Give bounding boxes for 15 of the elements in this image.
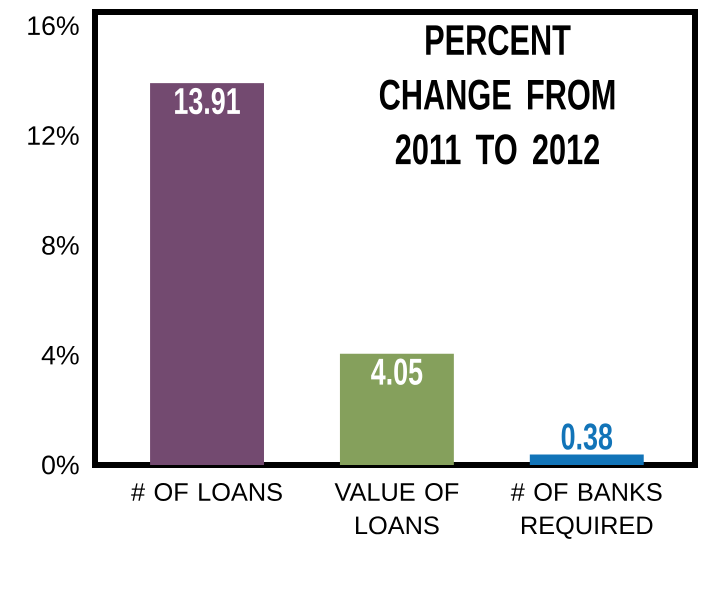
text: PERCENT CHANGE FROM 2011 TO 2012 [380, 24, 614, 164]
bar [530, 454, 644, 465]
y-tick-label: 16% [28, 16, 79, 36]
data-label: 13.91 [175, 88, 240, 114]
data-label: 4.05 [371, 358, 422, 385]
bar [340, 354, 454, 465]
y-tick-label: 8% [42, 236, 79, 255]
y-tick-label: 0% [42, 456, 79, 474]
data-label: 0.38 [562, 423, 612, 450]
bar [150, 83, 264, 465]
y-tick-label: 12% [28, 126, 79, 145]
y-tick-label: 4% [42, 346, 79, 364]
x-tick-label: # OF BANKS REQUIRED [510, 483, 662, 539]
x-tick-label: VALUE OF LOANS [334, 483, 458, 534]
x-tick-label: # OF LOANS [131, 483, 282, 501]
